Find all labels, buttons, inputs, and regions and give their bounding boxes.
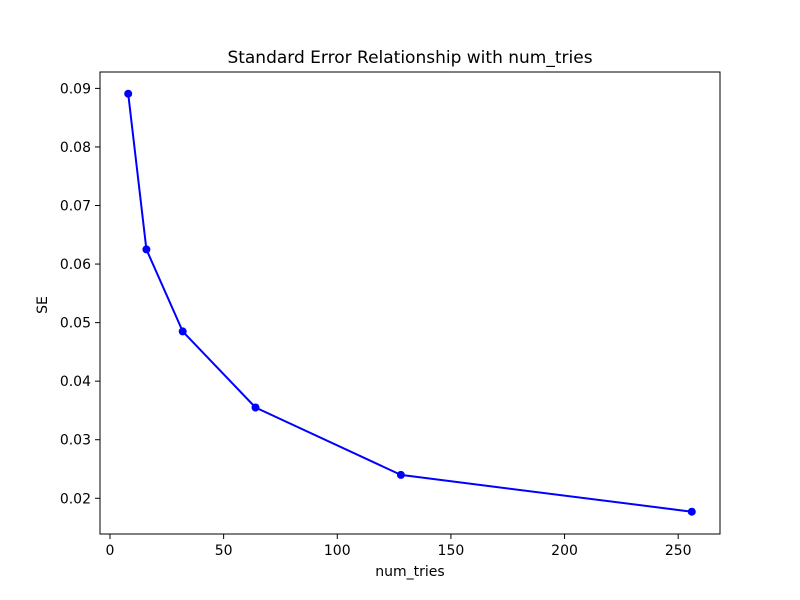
data-point: [124, 89, 133, 98]
y-tick-label: 0.05: [60, 316, 91, 332]
data-point: [142, 245, 151, 254]
x-axis-label: num_tries: [375, 564, 444, 580]
y-tick-label: 0.06: [60, 257, 91, 273]
axis-ticks: 0 50 100 150 200 250 0.02 0.03 0.04 0.05 0.06 0.07 0…: [60, 81, 692, 559]
y-tick-label: 0.03: [60, 433, 91, 449]
x-tick-label: 50: [215, 543, 233, 559]
data-point: [687, 507, 696, 516]
y-tick-label: 0.04: [60, 374, 91, 390]
plot-area: [99, 71, 721, 535]
chart-title: Standard Error Relationship with num_tri…: [227, 48, 592, 68]
y-tick-label: 0.02: [60, 491, 91, 507]
x-tick-label: 0: [106, 543, 115, 559]
data-point: [251, 403, 260, 412]
y-tick-label: 0.07: [60, 199, 91, 215]
series-group: [124, 89, 696, 516]
series-line: [127, 92, 693, 513]
data-point: [396, 470, 405, 479]
y-tick-label: 0.08: [60, 140, 91, 156]
x-tick-label: 100: [324, 543, 351, 559]
x-tick-label: 200: [551, 543, 578, 559]
y-tick-label: 0.09: [60, 81, 91, 97]
y-axis-label: SE: [35, 296, 51, 314]
x-tick-label: 250: [665, 543, 692, 559]
data-point: [178, 327, 187, 336]
x-tick-label: 150: [438, 543, 465, 559]
